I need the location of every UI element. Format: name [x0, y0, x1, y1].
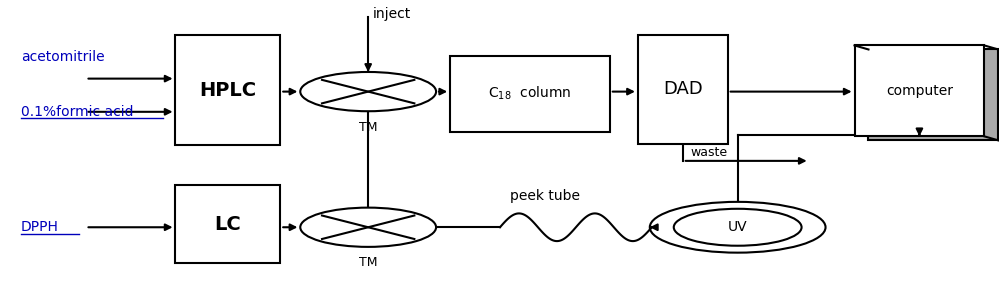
- Text: DPPH: DPPH: [21, 220, 59, 234]
- Circle shape: [650, 202, 826, 253]
- Text: TM: TM: [359, 256, 377, 269]
- Bar: [855, 46, 984, 136]
- Bar: [175, 185, 280, 263]
- Text: inject: inject: [373, 7, 411, 21]
- Text: HPLC: HPLC: [199, 81, 256, 100]
- Bar: [638, 35, 728, 144]
- Text: peek tube: peek tube: [510, 188, 580, 202]
- Bar: [868, 50, 998, 140]
- Text: computer: computer: [886, 84, 953, 98]
- Text: 0.1%formic acid: 0.1%formic acid: [21, 105, 133, 119]
- Text: acetomitrile: acetomitrile: [21, 50, 104, 64]
- Text: TM: TM: [359, 121, 377, 134]
- Circle shape: [300, 208, 436, 247]
- Text: LC: LC: [215, 215, 241, 234]
- Bar: [175, 35, 280, 145]
- Text: C$_{18}$  column: C$_{18}$ column: [488, 85, 572, 102]
- Text: DAD: DAD: [663, 80, 703, 98]
- Text: UV: UV: [728, 220, 747, 234]
- Circle shape: [674, 209, 802, 246]
- Circle shape: [300, 72, 436, 111]
- Bar: [450, 55, 610, 132]
- Text: waste: waste: [691, 146, 728, 159]
